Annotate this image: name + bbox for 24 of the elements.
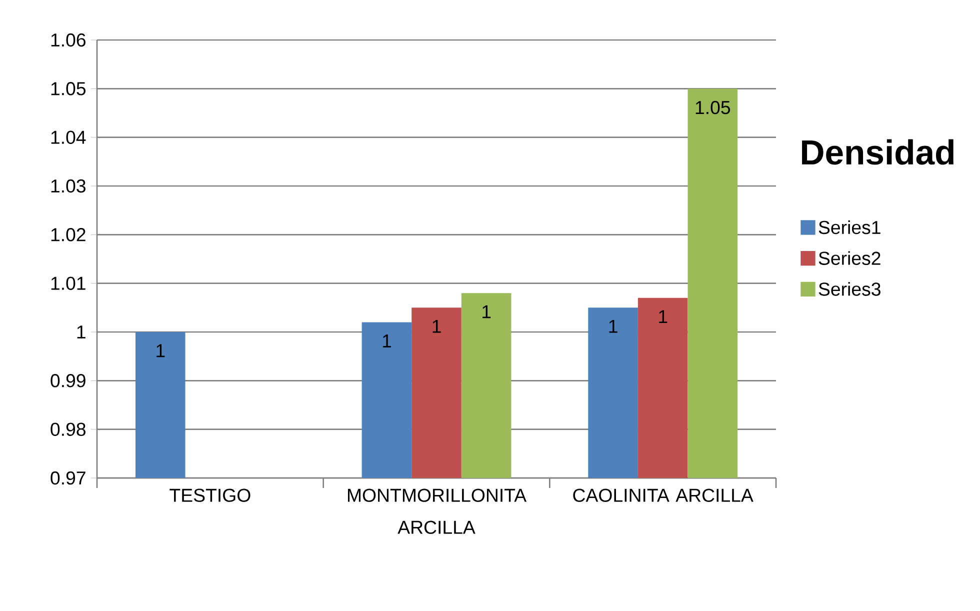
x-tick-label: CAOLINITA ARCILLA [573, 488, 754, 502]
legend-label: Series1 [818, 220, 880, 234]
x-tick-label: MONTMORILLONITA ARCILLA [348, 488, 527, 534]
y-tick-label: 1.04 [51, 130, 86, 144]
y-tick-label: 0.98 [50, 422, 86, 436]
y-tick-label: 0.97 [50, 471, 86, 485]
legend-label: Series2 [818, 251, 880, 265]
data-label: 1 [609, 320, 618, 333]
y-tick-label: 1.06 [51, 33, 86, 47]
y-tick-label: 0.99 [50, 374, 86, 388]
data-label: 1 [659, 310, 668, 324]
y-tick-label: 1.02 [51, 228, 86, 242]
data-label: 1 [156, 344, 165, 358]
y-tick-label: 1.05 [51, 82, 86, 96]
data-label: 1 [432, 320, 441, 333]
text: Densidad [802, 139, 954, 165]
data-label: 1 [382, 334, 391, 348]
data-label: 1 [482, 305, 491, 318]
x-tick-label: TESTIGO [170, 488, 250, 502]
legend-label: Series3 [818, 282, 880, 296]
y-tick-label: 1 [77, 326, 86, 338]
data-label: 1.05 [696, 100, 730, 114]
y-tick-label: 1.01 [51, 276, 86, 290]
y-tick-label: 1.03 [51, 179, 86, 193]
